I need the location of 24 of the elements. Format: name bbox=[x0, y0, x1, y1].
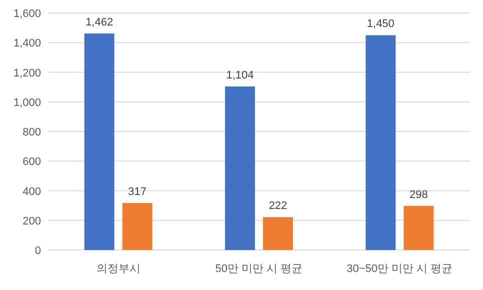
y-tick-label: 800 bbox=[22, 126, 41, 138]
y-tick-label: 600 bbox=[22, 156, 41, 168]
y-tick-label: 1,200 bbox=[13, 67, 41, 80]
bar bbox=[122, 203, 152, 250]
data-label: 1,104 bbox=[226, 69, 254, 82]
bar bbox=[225, 86, 255, 250]
x-tick-label: 의정부시 bbox=[96, 263, 140, 275]
bar bbox=[84, 33, 114, 250]
data-label: 317 bbox=[128, 186, 147, 198]
x-tick-label: 50만 미만 시 평균 bbox=[215, 263, 303, 275]
y-tick-label: 1,400 bbox=[13, 38, 41, 50]
data-label: 1,462 bbox=[86, 16, 114, 28]
bar bbox=[404, 206, 434, 250]
x-tick-label: 30~50만 미만 시 평균 bbox=[346, 263, 453, 275]
y-tick-label: 1,600 bbox=[13, 8, 41, 20]
y-tick-label: 1,000 bbox=[13, 96, 41, 109]
bar bbox=[263, 217, 293, 250]
y-tick-label: 400 bbox=[22, 186, 41, 198]
data-label: 222 bbox=[268, 200, 288, 212]
y-tick-label: 200 bbox=[22, 215, 41, 228]
bar bbox=[366, 35, 396, 250]
data-label: 1,450 bbox=[366, 18, 394, 30]
y-tick-label: 0 bbox=[34, 245, 41, 257]
data-label: 298 bbox=[409, 188, 428, 201]
